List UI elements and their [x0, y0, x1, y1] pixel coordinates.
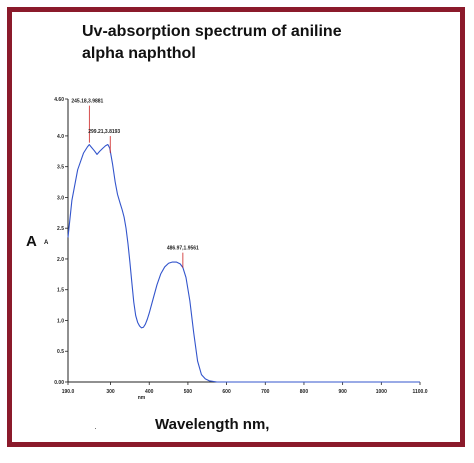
peak-label: 486.97,1.9561 — [167, 246, 199, 252]
x-tick-label: 900 — [338, 389, 347, 395]
y-tick-label: 3.0 — [57, 195, 64, 201]
y-tick-label: 1.0 — [57, 318, 64, 324]
y-axis-label: A — [26, 233, 37, 250]
x-axis-unit-label: nm — [138, 395, 146, 401]
x-tick-label: 700 — [261, 389, 270, 395]
y-tick-label: 2.0 — [57, 257, 64, 263]
x-axis-label: Wavelength nm, — [155, 416, 270, 433]
x-tick-label: 1000 — [376, 389, 387, 395]
y-tick-label: 3.5 — [57, 165, 64, 171]
y-tick-label: 0.00 — [54, 380, 64, 386]
y-tick-label: 2.5 — [57, 226, 64, 232]
chart-frame — [7, 7, 465, 447]
y-tick-label: 1.5 — [57, 288, 64, 294]
peak-label: 245.18,3.9881 — [71, 99, 103, 105]
y-tick-label: 0.5 — [57, 349, 64, 355]
spectrum-line — [67, 143, 420, 383]
chart-title: Uv-absorption spectrum of aniline alpha … — [82, 21, 412, 65]
chart-title-line-2: alpha naphthol — [82, 45, 196, 62]
y-axis-unit-label: A — [44, 240, 49, 246]
peak-label: 299.21,3.8193 — [88, 129, 120, 135]
x-tick-label: 400 — [145, 389, 154, 395]
x-tick-label: 300 — [106, 389, 115, 395]
chart-title-line-1: Uv-absorption spectrum of aniline — [82, 23, 342, 40]
y-tick-label: 4.60 — [54, 97, 64, 103]
stray-dot — [95, 428, 96, 429]
x-tick-label: 190.0 — [62, 389, 75, 395]
x-tick-label: 600 — [222, 389, 231, 395]
x-tick-label: 500 — [184, 389, 193, 395]
x-tick-label: 800 — [300, 389, 309, 395]
x-tick-label: 1100.0 — [412, 389, 427, 395]
y-tick-label: 4.0 — [57, 134, 64, 140]
